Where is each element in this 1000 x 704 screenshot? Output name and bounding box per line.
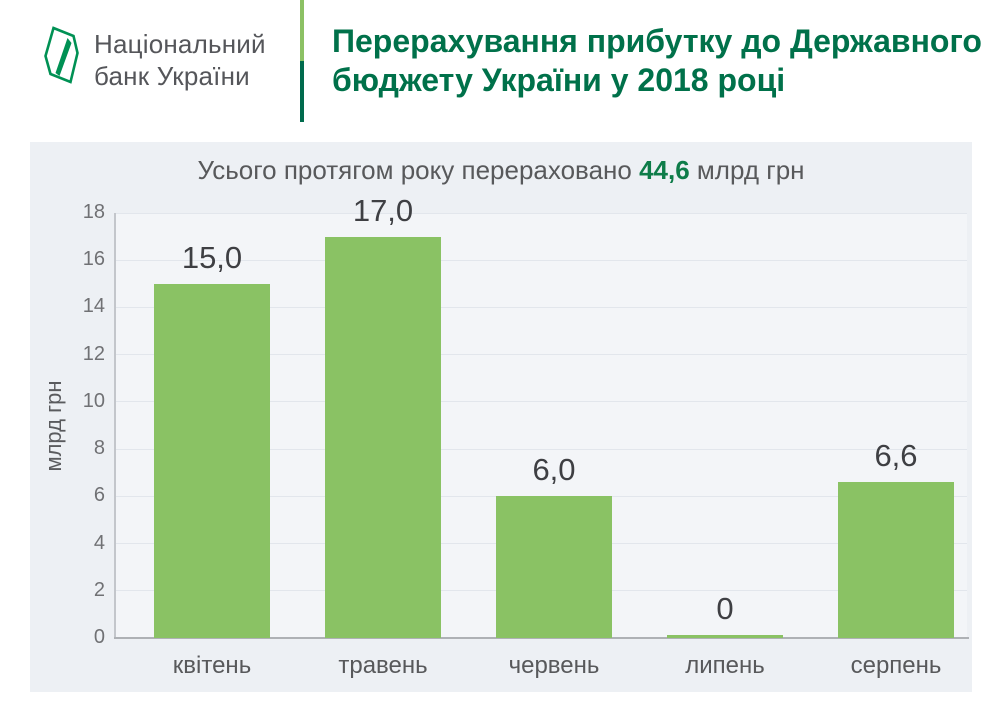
gridline-10 — [115, 401, 967, 403]
y-axis-title: млрд грн — [41, 379, 66, 472]
y-tick-label-4: 4 — [93, 531, 105, 554]
x-tick-label-червень: червень — [508, 652, 600, 679]
gridline-12 — [115, 354, 967, 356]
bar-квітень — [154, 284, 270, 638]
bar-липень — [667, 635, 783, 638]
x-tick-label-липень: липень — [685, 652, 765, 679]
header-divider — [300, 0, 304, 122]
y-tick-label-14: 14 — [82, 295, 105, 318]
logo-text-line2: банк України — [94, 61, 250, 91]
y-tick-label-0: 0 — [93, 626, 105, 648]
header: Національний банк України Перерахування … — [0, 0, 1000, 142]
logo-text-line1: Національний — [94, 29, 266, 59]
y-tick-label-2: 2 — [93, 578, 105, 601]
gridline-14 — [115, 306, 967, 308]
bar-value-серпень: 6,6 — [874, 438, 918, 473]
x-tick-label-травень: травень — [338, 652, 428, 679]
bar-value-липень: 0 — [716, 591, 734, 626]
y-tick-label-16: 16 — [82, 248, 105, 271]
y-axis-line — [114, 213, 116, 638]
page-title: Перерахування прибутку до Державного бюдж… — [332, 23, 982, 98]
divider-light-segment — [300, 0, 304, 61]
nbu-logo-text: Національний банк України — [94, 28, 266, 92]
nbu-emblem-icon — [44, 26, 79, 84]
x-tick-label-квітень: квітень — [172, 652, 252, 679]
y-tick-label-18: 18 — [82, 201, 105, 223]
bar-value-квітень: 15,0 — [181, 240, 243, 275]
gridline-8 — [115, 448, 967, 450]
bar-value-червень: 6,0 — [532, 452, 576, 487]
gridline-16 — [115, 259, 967, 261]
x-axis-line — [114, 637, 969, 639]
chart-title-total: 44,6 — [639, 155, 690, 185]
y-tick-label-12: 12 — [82, 342, 105, 365]
y-tick-label-6: 6 — [93, 484, 105, 507]
bar-value-травень: 17,0 — [352, 193, 414, 228]
bar-chart: 0 2 4 6 8 10 12 14 16 18 млрд грн 15,0 квітень 17,0 тр… — [30, 142, 972, 692]
y-tick-label-10: 10 — [82, 389, 105, 412]
bar-серпень — [838, 482, 954, 638]
chart-panel: Усього протягом року перераховано 44,6 м… — [30, 142, 972, 692]
bar-травень — [325, 237, 441, 638]
gridline-18 — [115, 212, 967, 214]
bar-червень — [496, 496, 612, 638]
y-tick-label-8: 8 — [93, 437, 105, 460]
chart-title: Усього протягом року перераховано 44,6 м… — [197, 155, 805, 185]
divider-dark-segment — [300, 61, 304, 122]
x-tick-label-серпень: серпень — [850, 652, 942, 679]
